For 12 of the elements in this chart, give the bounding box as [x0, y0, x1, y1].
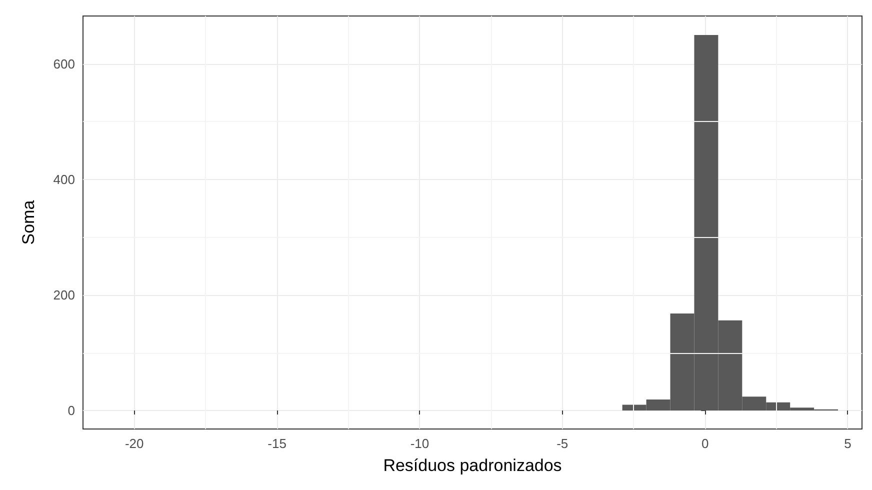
x-tick-label: 0: [701, 436, 709, 451]
y-tick-label: 0: [68, 403, 75, 418]
y-tick-label: 600: [53, 56, 75, 72]
x-tick-label: -5: [556, 436, 568, 451]
x-tick-label: -15: [268, 436, 286, 451]
y-tick-label: 200: [53, 287, 75, 302]
x-tick-label: 5: [844, 436, 852, 451]
x-tick-label: -10: [410, 436, 430, 451]
y-axis-title: Soma: [19, 200, 38, 245]
y-tick-label: 400: [53, 172, 75, 187]
x-tick-label: -20: [124, 436, 144, 451]
x-axis-title: Resíduos padronizados: [383, 456, 562, 475]
